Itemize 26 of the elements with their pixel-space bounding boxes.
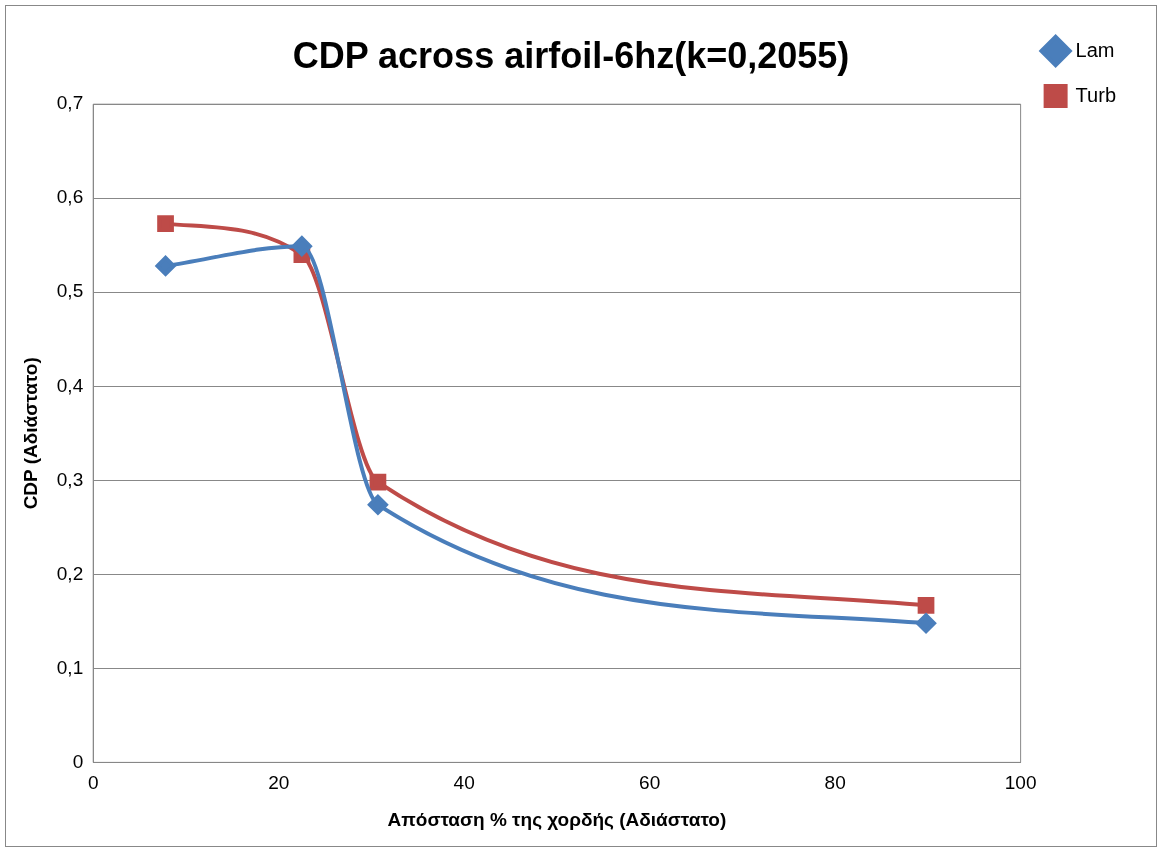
legend-label: Turb [1075, 83, 1117, 106]
y-tick-label: 0,4 [56, 374, 84, 396]
x-tick-label: 0 [87, 772, 99, 794]
point [157, 215, 174, 232]
x-tick-label: 40 [453, 772, 475, 794]
x-tick-label: 100 [1004, 772, 1037, 794]
y-axis-title: CDP (Αδιάστατο) [19, 357, 41, 510]
y-tick-label: 0,1 [56, 656, 84, 678]
y-tick-label: 0,2 [56, 562, 84, 584]
y-tick-label: 0,3 [56, 468, 84, 490]
point [155, 255, 176, 276]
point [369, 473, 387, 491]
y-tick-label: 0,6 [56, 186, 84, 208]
x-tick-label: 80 [824, 772, 846, 794]
point [291, 236, 312, 257]
y-tick-label: 0,5 [56, 280, 84, 302]
y-tick-label: 0,7 [56, 92, 84, 114]
x-tick-label: 60 [639, 772, 661, 794]
y-tick-label: 0 [72, 750, 84, 772]
point [916, 613, 937, 634]
x-tick-label: 20 [268, 772, 290, 794]
x-axis-title: Απόσταση % της χορδής (Αδιάστατο) [387, 808, 727, 830]
point [917, 597, 935, 614]
legend-label: Lam [1075, 38, 1115, 61]
point [367, 494, 388, 515]
chart-title: CDP across airfoil-6hz(k=0,2055) [292, 34, 850, 76]
